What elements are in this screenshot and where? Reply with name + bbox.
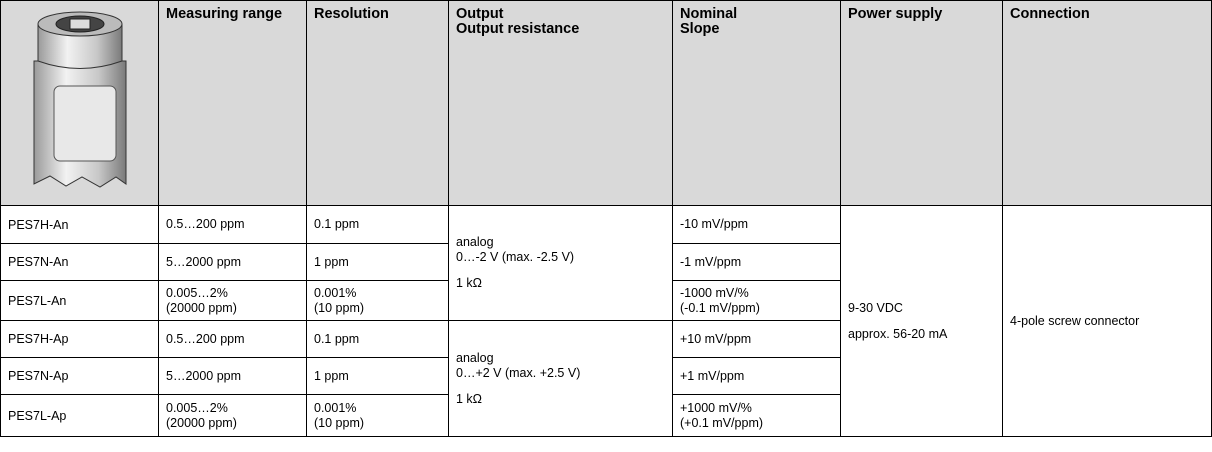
range-cell: 0.5…200 ppm — [158, 320, 307, 358]
cell-line: 0.1 ppm — [314, 217, 360, 231]
slope-cell: +1000 mV/% (+0.1 mV/ppm) — [672, 394, 841, 437]
cell-line: +1000 mV/% — [680, 400, 752, 415]
cell-line: Resolution — [314, 6, 389, 22]
range-cell: 5…2000 ppm — [158, 357, 307, 395]
column-header: Nominal Slope — [672, 0, 841, 206]
model-cell: PES7H-Ap — [0, 320, 159, 358]
cell-line: analog — [456, 350, 494, 365]
cell-line: 1 kΩ — [456, 276, 483, 290]
resolution-cell: 0.1 ppm — [306, 320, 449, 358]
cell-line: +10 mV/ppm — [680, 331, 752, 346]
cell-line: 1 kΩ — [456, 391, 483, 406]
sensor-image — [33, 11, 126, 188]
cell-line: 5…2000 ppm — [166, 368, 242, 383]
cell-line: 0.001% — [314, 400, 357, 415]
cell-line: analog — [456, 235, 494, 249]
cell-line: -1000 mV/% — [680, 285, 749, 300]
cell-line: (10 ppm) — [314, 300, 365, 315]
cell-line: Connection — [1010, 6, 1090, 22]
cell-line: (20000 ppm) — [166, 300, 237, 315]
range-cell: 0.5…200 ppm — [158, 205, 307, 244]
column-header: Power supply — [840, 0, 1003, 206]
cell-line: 5…2000 ppm — [166, 254, 242, 269]
cell-line: 0.5…200 ppm — [166, 331, 245, 346]
table-body: PES7H-An 0.5…200 ppm 0.1 ppm analog 0…-2 V (… — [0, 205, 1212, 437]
cell-line: 0.005…2% — [166, 400, 228, 415]
cell-line: 0.005…2% — [166, 285, 228, 300]
cell-line: (20000 ppm) — [166, 415, 237, 430]
slope-cell: +1 mV/ppm — [672, 357, 841, 395]
spec-page: Measuring range Resolution Output Output re… — [0, 0, 1212, 437]
slope-cell: -1 mV/ppm — [672, 243, 841, 281]
column-header: Measuring range — [158, 0, 307, 206]
model-cell: PES7L-Ap — [0, 394, 159, 437]
cell-line: 0.001% — [314, 285, 357, 300]
slope-cell: -1000 mV/% (-0.1 mV/ppm) — [672, 280, 841, 321]
cell-line: -10 mV/ppm — [680, 217, 749, 231]
resolution-cell: 1 ppm — [306, 357, 449, 395]
cell-line: Power supply — [848, 6, 943, 22]
resolution-cell: 0.001% (10 ppm) — [306, 280, 449, 321]
cell-line: Nominal — [680, 6, 738, 22]
cell-line: Output — [456, 6, 504, 22]
cell-line: Measuring range — [166, 6, 283, 22]
column-header: Resolution — [306, 0, 449, 206]
data-row: PES7N-An 5…2000 ppm 1 ppm -1 mV/ppm — [0, 243, 1212, 281]
cell-line: 9-30 VDC — [848, 300, 903, 315]
cell-line: +1 mV/ppm — [680, 368, 745, 383]
output-cell: analog 0…-2 V (max. -2.5 V) 1 kΩ — [448, 205, 673, 321]
slope-cell: +10 mV/ppm — [672, 320, 841, 358]
model-cell: PES7L-An — [0, 280, 159, 321]
model-cell: PES7N-An — [0, 243, 159, 281]
output-cell: analog 0…+2 V (max. +2.5 V) 1 kΩ — [448, 320, 673, 437]
product-image-cell — [0, 0, 159, 206]
cell-line: (-0.1 mV/ppm) — [680, 300, 760, 315]
data-row: PES7H-An 0.5…200 ppm 0.1 ppm analog 0…-2 V (… — [0, 205, 1212, 437]
cell-line: Slope — [680, 21, 720, 37]
column-header: Connection — [1002, 0, 1212, 206]
header-row: Measuring range Resolution Output Output re… — [0, 0, 1212, 206]
cell-line: -1 mV/ppm — [680, 254, 742, 269]
cell-line: (+0.1 mV/ppm) — [680, 415, 764, 430]
resolution-cell: 0.001% (10 ppm) — [306, 394, 449, 437]
range-cell: 0.005…2% (20000 ppm) — [158, 394, 307, 437]
range-cell: 5…2000 ppm — [158, 243, 307, 281]
model-cell: PES7N-Ap — [0, 357, 159, 395]
cell-line: 1 ppm — [314, 368, 349, 383]
range-cell: 0.005…2% (20000 ppm) — [158, 280, 307, 321]
cell-line: 1 ppm — [314, 254, 349, 269]
model-cell: PES7H-An — [0, 205, 159, 244]
data-row: PES7L-An 0.005…2% (20000 ppm) 0.001% (10 ppm… — [0, 280, 1212, 321]
cell-line: 0.1 ppm — [314, 331, 360, 346]
column-header: Output Output resistance — [448, 0, 673, 206]
cell-line: Output resistance — [456, 21, 580, 37]
cell-line: 0…-2 V (max. -2.5 V) — [456, 250, 575, 264]
power-supply-cell: 9-30 VDC approx. 56-20 mA — [840, 205, 1003, 437]
data-row: PES7H-Ap 0.5…200 ppm 0.1 ppm analog 0…+2 V (… — [0, 320, 1212, 437]
data-row: PES7L-Ap 0.005…2% (20000 ppm) 0.001% (10 ppm… — [0, 394, 1212, 437]
connection-cell: 4-pole screw connector — [1002, 205, 1212, 437]
cell-line: approx. 56-20 mA — [848, 326, 948, 341]
resolution-cell: 0.1 ppm — [306, 205, 449, 244]
cell-line: (10 ppm) — [314, 415, 365, 430]
data-row: PES7N-Ap 5…2000 ppm 1 ppm +1 mV/ppm — [0, 357, 1212, 395]
spec-table: Measuring range Resolution Output Output re… — [0, 0, 1212, 437]
cell-line: 0…+2 V (max. +2.5 V) — [456, 365, 581, 380]
cell-line: 0.5…200 ppm — [166, 217, 245, 231]
slope-cell: -10 mV/ppm — [672, 205, 841, 244]
resolution-cell: 1 ppm — [306, 243, 449, 281]
